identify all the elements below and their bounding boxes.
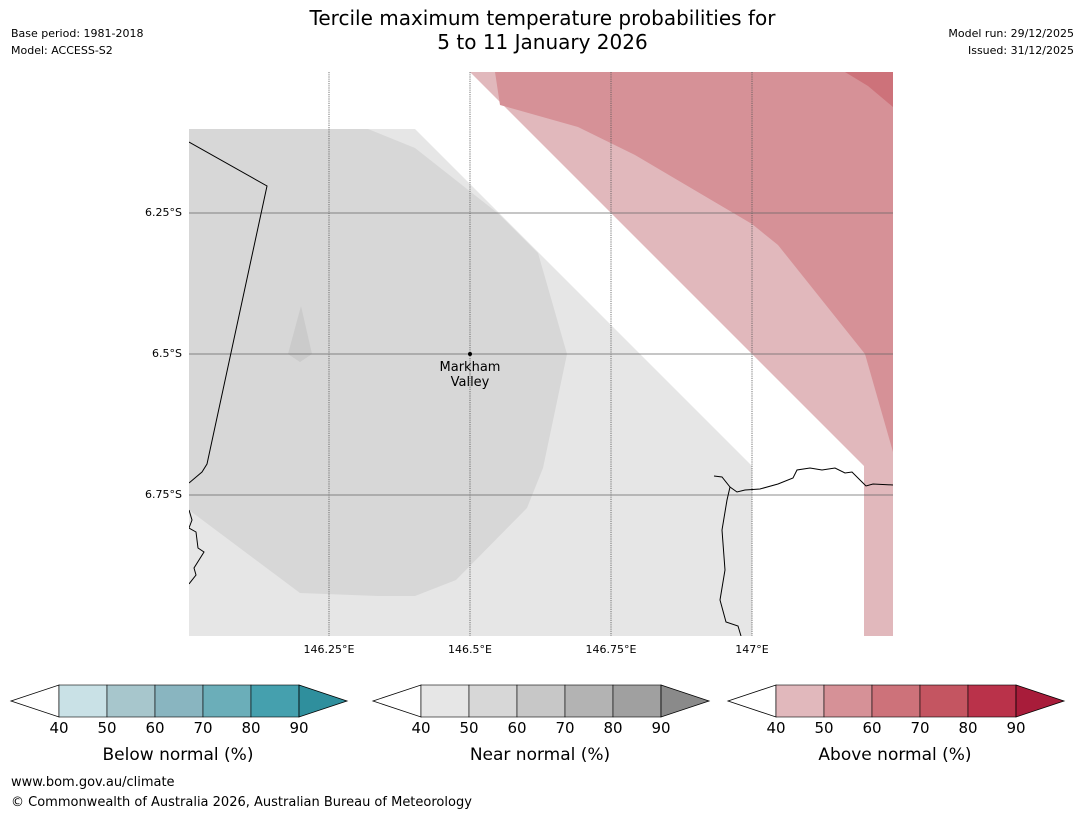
colorbar-segment (106, 684, 156, 718)
colorbar-segment (871, 684, 921, 718)
colorbar-tick-label: 90 (289, 719, 309, 737)
colorbar-above-normal (726, 684, 1066, 718)
x-tick-label: 146.75°E (585, 643, 637, 656)
colorbar-tick-label: 90 (651, 719, 671, 737)
colorbar-under-triangle (726, 684, 777, 718)
issued-date: Issued: 31/12/2025 (967, 44, 1074, 57)
colorbar-segment (202, 684, 252, 718)
y-tick-label: 6.5°S (152, 347, 182, 360)
title-line-2: 5 to 11 January 2026 (437, 30, 648, 54)
y-tick-label: 6.75°S (145, 488, 182, 501)
colorbar-segment (468, 684, 518, 718)
colorbar-tick-label: 50 (814, 719, 834, 737)
coastline-huon (713, 467, 893, 493)
colorbar-segment (919, 684, 969, 718)
colorbar-over-triangle (298, 684, 349, 718)
colorbar-tick-label: 60 (145, 719, 165, 737)
colorbar-segment (420, 684, 470, 718)
x-tick-label: 147°E (735, 643, 769, 656)
colorbar-over-triangle (660, 684, 711, 718)
colorbar-segment (516, 684, 566, 718)
location-marker (468, 352, 472, 356)
colorbar-tick-label: 40 (411, 719, 431, 737)
colorbar-under-triangle (9, 684, 60, 718)
colorbar-segment (823, 684, 873, 718)
colorbar-tick-label: 80 (958, 719, 978, 737)
colorbar-tick-label: 40 (49, 719, 69, 737)
place-label: Markham Valley (420, 360, 520, 390)
parallels (189, 212, 893, 496)
colorbar-segment (58, 684, 108, 718)
colorbar-tick-label: 40 (766, 719, 786, 737)
colorbar-tick-label: 90 (1006, 719, 1026, 737)
colorbar-segment (250, 684, 300, 718)
colorbar-tick-label: 70 (193, 719, 213, 737)
colorbar-tick-label: 80 (603, 719, 623, 737)
colorbar-over-triangle (1015, 684, 1066, 718)
colorbar-label-below: Below normal (%) (102, 745, 254, 765)
coastline-gulf (719, 486, 742, 636)
coastline-west (189, 509, 205, 585)
colorbar-segment (967, 684, 1017, 718)
colorbar-tick-label: 70 (555, 719, 575, 737)
colorbar-segment (564, 684, 614, 718)
colorbar-tick-label: 70 (910, 719, 930, 737)
colorbar-label-above: Above normal (%) (818, 745, 972, 765)
footer-url: www.bom.gov.au/climate (11, 775, 175, 790)
model-name: Model: ACCESS-S2 (11, 44, 113, 57)
colorbar-tick-label: 50 (459, 719, 479, 737)
colorbar-below-normal (9, 684, 349, 718)
colorbar-tick-label: 60 (862, 719, 882, 737)
page-title: Tercile maximum temperature probabilitie… (0, 6, 1085, 54)
above-normal-60-region (845, 72, 893, 107)
colorbar-segment (612, 684, 662, 718)
colorbar-tick-label: 80 (241, 719, 261, 737)
colorbar-label-near: Near normal (%) (469, 745, 611, 765)
footer-copyright: © Commonwealth of Australia 2026, Austra… (11, 795, 472, 810)
colorbar-tick-label: 60 (507, 719, 527, 737)
colorbar-tick-label: 50 (97, 719, 117, 737)
model-run: Model run: 29/12/2025 (948, 27, 1074, 40)
place-label-line-1: Markham (439, 360, 501, 375)
x-tick-label: 146.25°E (303, 643, 355, 656)
title-line-1: Tercile maximum temperature probabilitie… (309, 6, 776, 30)
near-normal-60-patch (288, 306, 312, 362)
base-period: Base period: 1981-2018 (11, 27, 144, 40)
place-label-line-2: Valley (450, 375, 490, 390)
y-tick-label: 6.25°S (145, 206, 182, 219)
x-tick-label: 146.5°E (448, 643, 492, 656)
colorbars (9, 684, 1066, 718)
colorbar-near-normal (371, 684, 711, 718)
colorbar-segment (154, 684, 204, 718)
near-normal-50-region (189, 129, 567, 596)
boundary-line (189, 141, 268, 484)
colorbar-segment (775, 684, 825, 718)
above-normal-50-region (495, 72, 893, 452)
colorbar-under-triangle (371, 684, 422, 718)
